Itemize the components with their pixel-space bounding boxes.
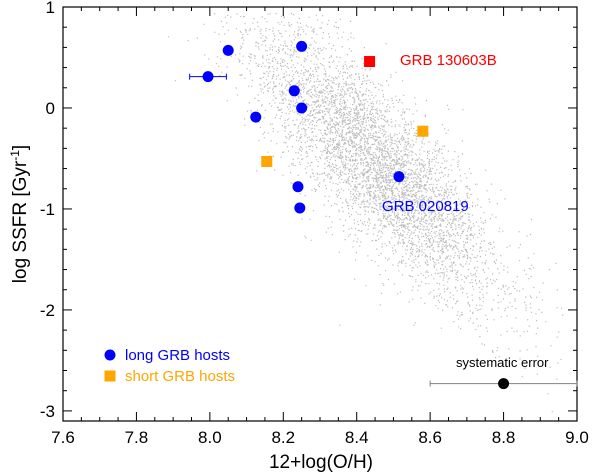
legend-marker-short	[104, 370, 116, 382]
x-tick-label: 8.2	[271, 428, 295, 447]
x-axis-title: 12+log(O/H)	[269, 452, 373, 473]
systematic-error-label: systematic error	[456, 355, 549, 370]
long-grb-hosts-point	[250, 111, 262, 123]
y-tick-label: 0	[46, 99, 55, 118]
long-grb-hosts-point	[222, 44, 234, 56]
y-tick-label: -2	[40, 301, 55, 320]
systematic-error-point	[498, 378, 510, 390]
short-grb-hosts-point	[261, 155, 273, 167]
annotation-grb-020819: GRB 020819	[382, 198, 469, 215]
long-grb-hosts-point	[292, 181, 304, 193]
x-tick-label: 7.8	[125, 428, 149, 447]
background-points	[167, 12, 564, 413]
y-tick-label: 1	[46, 0, 55, 17]
y-axis-title: log SSFR [Gyr-1]	[8, 145, 31, 283]
x-tick-label: 8.4	[345, 428, 369, 447]
x-tick-label: 8.8	[492, 428, 516, 447]
y-tick-label: -3	[40, 402, 55, 421]
long-grb-hosts-point	[296, 40, 308, 52]
legend-marker-long	[104, 349, 116, 361]
short-grb-hosts-point	[417, 125, 429, 137]
annotation-grb-130603b: GRB 130603B	[400, 52, 497, 69]
x-tick-label: 8.6	[418, 428, 442, 447]
x-tick-label: 8.0	[198, 428, 222, 447]
background-galaxy-cloud	[167, 12, 564, 413]
long-grb-hosts-point	[288, 85, 300, 97]
long-grb-hosts-point	[393, 171, 405, 183]
legend: long GRB hosts short GRB hosts	[104, 347, 235, 385]
plot-axes: 7.6 7.8 8.0 8.2 8.4 8.6 8.8 9.0 1 0 -1 -2 -3	[40, 0, 589, 447]
x-tick-label: 9.0	[565, 428, 589, 447]
legend-label-long: long GRB hosts	[125, 347, 230, 364]
data-markers	[189, 40, 578, 390]
long-grb-hosts-point	[294, 202, 306, 214]
long-grb-hosts-point	[202, 71, 214, 83]
x-tick-label: 7.6	[51, 428, 75, 447]
y-tick-label: -1	[40, 200, 55, 219]
long-grb-hosts-point	[296, 102, 308, 114]
grb-130603b-point	[364, 56, 376, 68]
legend-label-short: short GRB hosts	[125, 368, 235, 385]
